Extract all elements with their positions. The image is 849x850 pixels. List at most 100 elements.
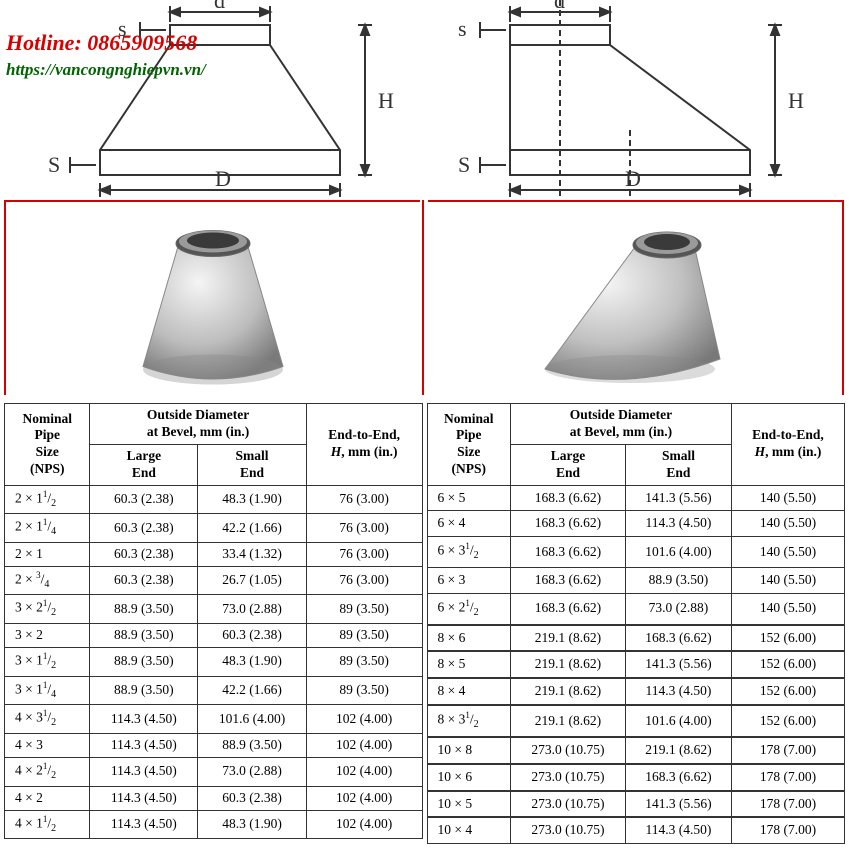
cell-small: 48.3 (1.90)	[198, 485, 307, 514]
th-nps: NominalPipeSize(NPS)	[427, 404, 510, 486]
svg-text:S: S	[48, 152, 60, 177]
cell-large: 60.3 (2.38)	[90, 566, 198, 595]
cell-large: 114.3 (4.50)	[90, 786, 198, 810]
table-row: 3 × 11/288.9 (3.50)48.3 (1.90)89 (3.50)	[5, 648, 423, 677]
cell-small: 141.3 (5.56)	[625, 651, 731, 678]
table-row: 10 × 6273.0 (10.75)168.3 (6.62)178 (7.00…	[427, 764, 845, 791]
photo-row	[0, 200, 849, 395]
cell-end: 89 (3.50)	[306, 648, 422, 677]
dimensions-table-right: NominalPipeSize(NPS) Outside Diameterat …	[427, 403, 846, 844]
cell-small: 42.2 (1.66)	[198, 676, 307, 705]
cell-end: 140 (5.50)	[731, 511, 844, 537]
cell-nps: 6 × 4	[427, 511, 510, 537]
svg-text:d: d	[214, 0, 225, 13]
url-text: https://vancongnghiepvn.vn/	[6, 60, 206, 80]
th-end: End-to-End,H, mm (in.)	[731, 404, 844, 486]
th-end: End-to-End,H, mm (in.)	[306, 404, 422, 486]
cell-end: 140 (5.50)	[731, 537, 844, 568]
table-row: 2 × 3/460.3 (2.38)26.7 (1.05)76 (3.00)	[5, 566, 423, 595]
table-left-wrap: NominalPipeSize(NPS) Outside Diameterat …	[4, 403, 423, 844]
cell-end: 76 (3.00)	[306, 514, 422, 543]
table-row: 8 × 31/2219.1 (8.62)101.6 (4.00)152 (6.0…	[427, 705, 845, 737]
cell-large: 219.1 (8.62)	[510, 651, 625, 678]
cell-nps: 10 × 5	[427, 791, 510, 818]
cell-small: 60.3 (2.38)	[198, 624, 307, 648]
cell-end: 102 (4.00)	[306, 705, 422, 734]
cell-small: 60.3 (2.38)	[198, 786, 307, 810]
cell-nps: 3 × 2	[5, 624, 90, 648]
eccentric-diagram: s d H S	[450, 0, 820, 200]
table-row: 6 × 4168.3 (6.62)114.3 (4.50)140 (5.50)	[427, 511, 845, 537]
cell-end: 76 (3.00)	[306, 566, 422, 595]
table-row: 8 × 4219.1 (8.62)114.3 (4.50)152 (6.00)	[427, 678, 845, 705]
svg-text:H: H	[378, 88, 394, 113]
cell-end: 76 (3.00)	[306, 542, 422, 566]
cell-small: 73.0 (2.88)	[198, 757, 307, 786]
cell-large: 60.3 (2.38)	[90, 514, 198, 543]
table-row: 6 × 5168.3 (6.62)141.3 (5.56)140 (5.50)	[427, 485, 845, 511]
cell-end: 178 (7.00)	[731, 817, 844, 843]
cell-large: 219.1 (8.62)	[510, 678, 625, 705]
cell-nps: 4 × 2	[5, 786, 90, 810]
th-nps: NominalPipeSize(NPS)	[5, 404, 90, 486]
table-row: 4 × 21/2114.3 (4.50)73.0 (2.88)102 (4.00…	[5, 757, 423, 786]
cell-small: 101.6 (4.00)	[625, 537, 731, 568]
th-large: LargeEnd	[90, 444, 198, 485]
cell-nps: 8 × 4	[427, 678, 510, 705]
cell-nps: 8 × 5	[427, 651, 510, 678]
th-small: SmallEnd	[198, 444, 307, 485]
th-outside: Outside Diameterat Bevel, mm (in.)	[90, 404, 306, 445]
th-small: SmallEnd	[625, 444, 731, 485]
cell-end: 89 (3.50)	[306, 624, 422, 648]
cell-end: 140 (5.50)	[731, 567, 844, 593]
cell-nps: 4 × 21/2	[5, 757, 90, 786]
cell-end: 140 (5.50)	[731, 485, 844, 511]
cell-nps: 2 × 3/4	[5, 566, 90, 595]
cell-nps: 6 × 31/2	[427, 537, 510, 568]
cell-nps: 3 × 21/2	[5, 595, 90, 624]
cell-large: 168.3 (6.62)	[510, 537, 625, 568]
svg-text:s: s	[458, 16, 467, 41]
cell-small: 219.1 (8.62)	[625, 737, 731, 764]
cell-end: 102 (4.00)	[306, 786, 422, 810]
cell-end: 102 (4.00)	[306, 757, 422, 786]
table-row: 2 × 11/260.3 (2.38)48.3 (1.90)76 (3.00)	[5, 485, 423, 514]
table-row: 3 × 288.9 (3.50)60.3 (2.38)89 (3.50)	[5, 624, 423, 648]
cell-nps: 10 × 8	[427, 737, 510, 764]
hotline-text: Hotline: 0865909568	[6, 30, 197, 56]
cell-end: 89 (3.50)	[306, 595, 422, 624]
table-row: 3 × 11/488.9 (3.50)42.2 (1.66)89 (3.50)	[5, 676, 423, 705]
cell-small: 48.3 (1.90)	[198, 810, 307, 839]
th-large: LargeEnd	[510, 444, 625, 485]
cell-large: 60.3 (2.38)	[90, 485, 198, 514]
table-row: 4 × 31/2114.3 (4.50)101.6 (4.00)102 (4.0…	[5, 705, 423, 734]
table-row: 8 × 6219.1 (8.62)168.3 (6.62)152 (6.00)	[427, 625, 845, 652]
svg-text:S: S	[458, 152, 470, 177]
table-row: 6 × 21/2168.3 (6.62)73.0 (2.88)140 (5.50…	[427, 593, 845, 624]
table-row: 10 × 8273.0 (10.75)219.1 (8.62)178 (7.00…	[427, 737, 845, 764]
cell-nps: 3 × 11/2	[5, 648, 90, 677]
cell-end: 140 (5.50)	[731, 593, 844, 624]
cell-large: 114.3 (4.50)	[90, 757, 198, 786]
cell-end: 178 (7.00)	[731, 764, 844, 791]
cell-small: 88.9 (3.50)	[198, 734, 307, 758]
cell-end: 102 (4.00)	[306, 810, 422, 839]
cell-small: 48.3 (1.90)	[198, 648, 307, 677]
svg-text:d: d	[554, 0, 565, 13]
cell-nps: 2 × 11/4	[5, 514, 90, 543]
cell-large: 168.3 (6.62)	[510, 485, 625, 511]
cell-small: 141.3 (5.56)	[625, 485, 731, 511]
table-row: 2 × 160.3 (2.38)33.4 (1.32)76 (3.00)	[5, 542, 423, 566]
cell-large: 114.3 (4.50)	[90, 705, 198, 734]
cell-end: 89 (3.50)	[306, 676, 422, 705]
cell-large: 219.1 (8.62)	[510, 625, 625, 652]
cell-large: 168.3 (6.62)	[510, 511, 625, 537]
cell-nps: 4 × 3	[5, 734, 90, 758]
cell-small: 114.3 (4.50)	[625, 511, 731, 537]
cell-large: 273.0 (10.75)	[510, 737, 625, 764]
cell-nps: 4 × 11/2	[5, 810, 90, 839]
cell-small: 168.3 (6.62)	[625, 764, 731, 791]
cell-large: 88.9 (3.50)	[90, 624, 198, 648]
cell-small: 73.0 (2.88)	[198, 595, 307, 624]
cell-nps: 6 × 21/2	[427, 593, 510, 624]
